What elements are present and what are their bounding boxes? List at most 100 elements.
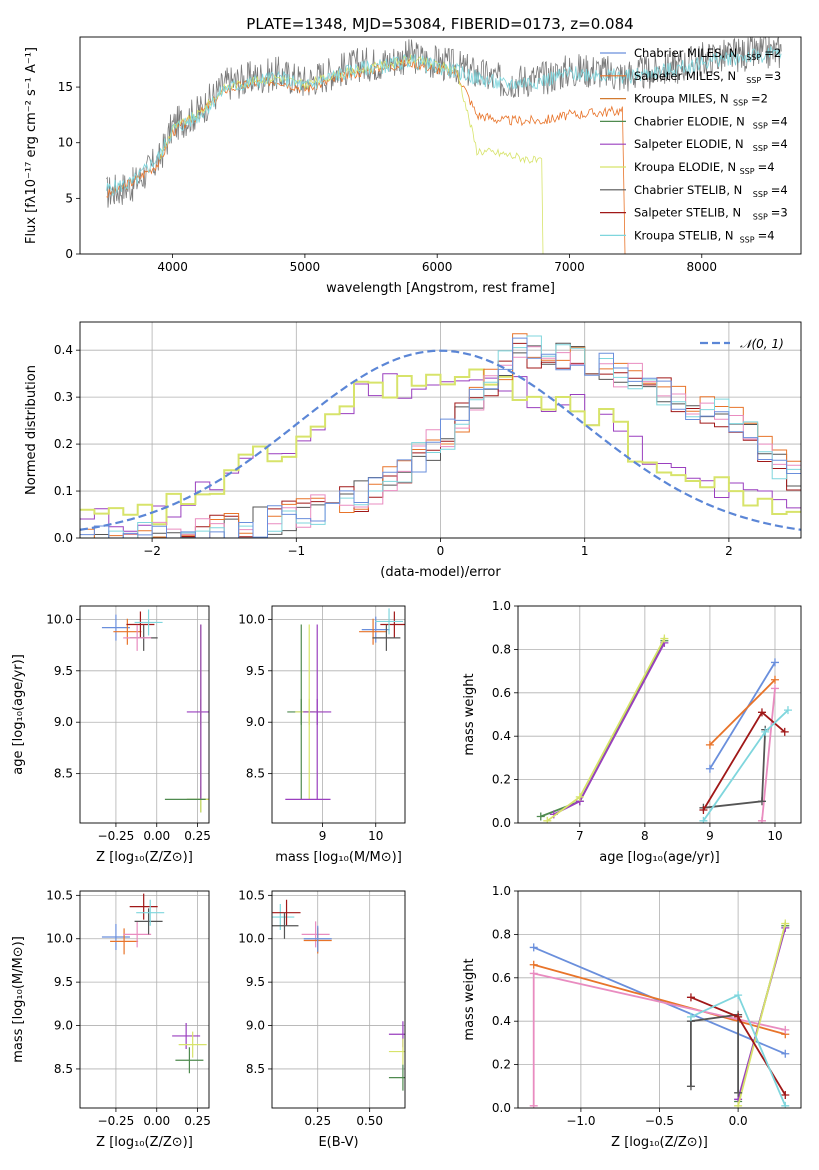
mass-weight-line-extra [761, 688, 776, 821]
mass-weight-marker [734, 991, 743, 1000]
mass-weight-marker [734, 1101, 743, 1108]
y-tick-label: 9.0 [246, 1019, 265, 1033]
x-tick-label: 0 [437, 544, 445, 558]
axes-frame [271, 890, 406, 1109]
mass-weight-marker [529, 960, 538, 969]
mass-weight-marker [575, 792, 584, 801]
residual-histogram [80, 337, 801, 538]
data-point-kroupa-stelib [134, 609, 163, 636]
data-point-kroupa-stelib [375, 608, 404, 635]
x-tick-label: −1.0 [566, 1114, 595, 1128]
y-tick-label: 0.2 [492, 1058, 511, 1072]
y-tick-label: 0.4 [492, 1014, 511, 1028]
mass-weight-marker [781, 1049, 790, 1058]
y-tick-label: 0.2 [54, 437, 73, 451]
x-axis-label: Z [log₁₀(Z/Z⊙)] [96, 1135, 193, 1150]
x-tick-label: 0.50 [356, 1114, 383, 1128]
mass-weight-marker [781, 1090, 790, 1099]
residual-histogram [80, 335, 801, 538]
legend-entry: Kroupa MILES, N [634, 92, 729, 106]
mass-weight-marker [761, 727, 770, 736]
legend-entry-subscript: SSP [740, 235, 755, 244]
axes-mass-vs-ebv: 0.25 0.50 8.5 9.0 9.5 10.0 10.5 E(B-V) [238, 888, 406, 1150]
legend-entry: Kroupa STELIB, N [634, 228, 734, 242]
y-tick-label: 9.5 [246, 975, 265, 989]
y-tick-label: 10.0 [46, 932, 73, 946]
mass-weight-marker [686, 1012, 695, 1021]
mass-weight-marker [699, 816, 708, 823]
legend-entry-value: =3 [771, 206, 788, 220]
mass-weight-marker [757, 816, 766, 823]
data-point-salpeter-miles [110, 928, 139, 955]
axes-frame [271, 605, 406, 824]
y-tick-label: 0 [65, 247, 73, 261]
legend-entry-subscript: SSP [753, 213, 768, 222]
legend-entry-value: =4 [758, 228, 775, 242]
x-axis-label: Z [log₁₀(Z/Z⊙)] [611, 1135, 708, 1150]
y-tick-label: 0.6 [492, 686, 511, 700]
data-point-chabrier-elodie [175, 1047, 204, 1074]
x-axis-label: E(B-V) [318, 1135, 358, 1150]
mass-weight-line-salpeter-miles [709, 679, 776, 746]
axes-mass-weight-vs-Z: −1.0 −0.5 0.0 0.0 0.2 0.4 0.6 0.8 1.0 Z [log₁₀(Z/… [462, 884, 802, 1150]
x-tick-label: 2 [725, 544, 733, 558]
y-tick-label: 8.5 [246, 1062, 265, 1076]
data-point-chabrier-stelib [272, 912, 299, 939]
x-tick-label: 10 [368, 829, 383, 843]
data-point-kroupa-stelib [136, 899, 165, 926]
legend-entry: Salpeter MILES, N [634, 69, 736, 83]
plot-area-mass-vs-ebv [272, 899, 405, 1091]
y-tick-label: 0.8 [492, 642, 511, 656]
legend-entry-value: =2 [751, 92, 768, 106]
mass-weight-marker [660, 634, 669, 643]
legend-entry-value: =4 [758, 160, 775, 174]
plot-area-spectrum [106, 37, 782, 254]
x-tick-label: 0.25 [304, 1114, 331, 1128]
mass-weight-line-salpeter-miles [533, 963, 786, 1036]
y-tick-label: 10.5 [238, 888, 265, 902]
y-tick-label: 9.5 [54, 664, 73, 678]
x-axis-label: mass [log₁₀(M/M⊙)] [275, 850, 402, 865]
data-point-kroupa-elodie [388, 1038, 405, 1065]
legend-entry: Salpeter STELIB, N [634, 206, 741, 220]
y-tick-label: 9.0 [54, 715, 73, 729]
y-axis-label: mass weight [462, 673, 477, 755]
plot-area-residuals [80, 333, 801, 538]
mass-weight-marker [781, 1101, 790, 1108]
y-tick-label: 0.0 [54, 531, 73, 545]
data-point-chabrier-miles [101, 614, 130, 641]
x-axis-label: Z [log₁₀(Z/Z⊙)] [96, 850, 193, 865]
data-point-salpeter-stelib [272, 899, 301, 926]
data-point-salpeter-stelib [126, 611, 155, 638]
legend-entry-subscript: SSP [733, 99, 748, 108]
data-point-chabrier-miles [101, 924, 130, 951]
plot-area-age-vs-Z [101, 609, 209, 813]
mass-weight-marker [686, 993, 695, 1002]
legend-entry-subscript: SSP [753, 190, 768, 199]
axes-frame [517, 890, 802, 1109]
axes-frame [79, 321, 802, 539]
legend-entry-value: =4 [771, 114, 788, 128]
mass-weight-line-chabrier-miles [533, 946, 786, 1055]
legend-entry-subscript: SSP [753, 144, 768, 153]
mass-weight-marker [781, 919, 790, 928]
legend-entry-subscript: SSP [740, 167, 755, 176]
x-axis-label: (data-model)/error [380, 565, 501, 580]
axes-frame [79, 36, 802, 255]
y-tick-label: 5 [65, 191, 73, 205]
y-tick-label: 15 [58, 80, 73, 94]
mass-weight-marker [699, 805, 708, 814]
residual-histogram [80, 346, 801, 538]
legend-entry-subscript: SSP [746, 53, 761, 62]
y-tick-label: 10 [58, 136, 73, 150]
data-point-extra [123, 921, 152, 948]
legend-entry-value: =3 [764, 69, 781, 83]
x-tick-label: −0.25 [98, 829, 135, 843]
mass-weight-marker [529, 1101, 538, 1108]
y-axis-label: mass weight [462, 958, 477, 1040]
mass-weight-marker [536, 812, 545, 821]
y-axis-label: age [log₁₀(age/yr)] [11, 654, 26, 775]
mass-weight-marker [770, 658, 779, 667]
legend-entry-subscript: SSP [753, 121, 768, 130]
legend-entry-value: =4 [771, 137, 788, 151]
